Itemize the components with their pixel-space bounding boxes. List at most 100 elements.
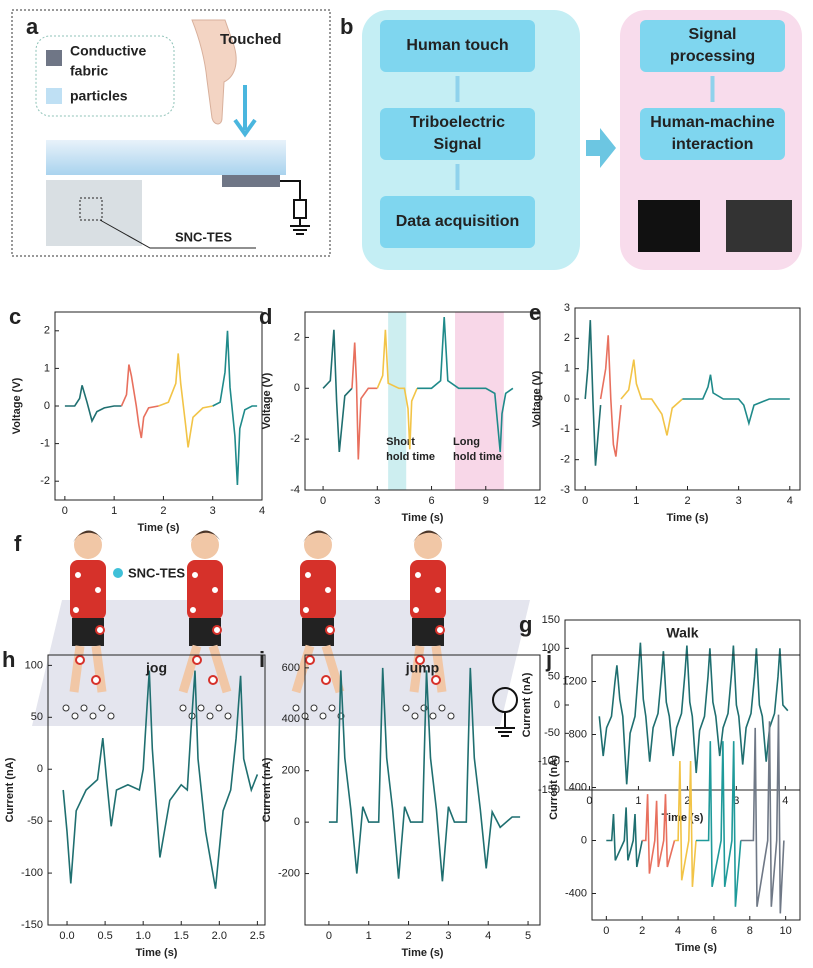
y-tick-label: 0 [294, 382, 300, 394]
process-text: Triboelectric [410, 114, 505, 131]
y-tick-label: 100 [542, 642, 560, 654]
signal-line [212, 330, 258, 486]
x-axis-label: Time (s) [136, 947, 178, 959]
charge [325, 625, 335, 635]
y-tick-label: -3 [560, 484, 570, 496]
fabric-swatch [46, 50, 62, 66]
charge [210, 585, 220, 595]
signal-line [158, 353, 213, 448]
legs [409, 645, 447, 693]
y-tick-label: -2 [40, 475, 50, 487]
charge [71, 605, 81, 615]
x-tick-label: 2 [160, 505, 166, 517]
process-box [380, 20, 535, 72]
panel-label: g [519, 612, 532, 637]
floor-charge [71, 712, 79, 720]
signal-line [376, 329, 418, 450]
x-tick-label: 0 [320, 495, 326, 507]
process-box [380, 196, 535, 248]
y-tick-label: -2 [560, 454, 570, 466]
x-tick-label: 0 [62, 505, 68, 517]
led-image-2 [726, 200, 792, 252]
y-tick-label: 1200 [563, 675, 587, 687]
x-tick-label: 2.0 [212, 930, 227, 942]
signal-line [62, 670, 259, 889]
x-tick-label: 4 [675, 925, 681, 937]
floor-charge [107, 712, 115, 720]
x-tick-label: 3 [736, 495, 742, 507]
floor-charge [319, 712, 327, 720]
charge [321, 675, 331, 685]
hair [73, 530, 103, 542]
panel-label: j [545, 647, 552, 672]
signal-line [120, 364, 159, 439]
signal-line [351, 342, 378, 460]
floor [32, 600, 530, 726]
charge [305, 655, 315, 665]
floor-charge [328, 704, 336, 712]
panel-label: b [340, 14, 353, 39]
flow-arrow [586, 128, 616, 168]
x-tick-label: 12 [534, 495, 546, 507]
led-image-1 [638, 200, 700, 252]
process-text: Human-machine [650, 114, 775, 131]
photo [46, 180, 142, 246]
y-axis-label: Current (nA) [261, 757, 273, 822]
y-axis-label: Current (nA) [521, 672, 533, 737]
plot-frame [304, 311, 541, 491]
x-tick-label: 3 [374, 495, 380, 507]
x-tick-label: 10 [780, 925, 792, 937]
y-tick-label: 800 [569, 728, 587, 740]
process-text: interaction [672, 136, 754, 153]
x-tick-label: 6 [428, 495, 434, 507]
charge [415, 655, 425, 665]
x-tick-label: 2 [405, 930, 411, 942]
x-tick-label: 4 [782, 795, 788, 807]
legs [178, 644, 232, 694]
y-tick-label: 2 [44, 325, 50, 337]
x-tick-label: 2 [684, 495, 690, 507]
signal-line [642, 794, 676, 874]
process-text: processing [670, 48, 755, 65]
head [414, 531, 442, 559]
annotation: Short [386, 436, 415, 448]
floor-charge [80, 704, 88, 712]
floor-charge [197, 704, 205, 712]
floor-charge [402, 704, 410, 712]
x-tick-label: 1 [111, 505, 117, 517]
x-tick-label: 1 [635, 795, 641, 807]
annotation: hold time [453, 451, 502, 463]
floor-charge [292, 704, 300, 712]
x-axis-label: Time (s) [662, 812, 704, 824]
x-tick-label: 5 [525, 930, 531, 942]
x-tick-label: 0.5 [97, 930, 112, 942]
charge [323, 585, 333, 595]
charge [413, 570, 423, 580]
legend-text: SNC-TES [128, 565, 185, 580]
y-axis-label: Voltage (V) [11, 377, 23, 434]
particle-swatch [46, 88, 62, 104]
charge [190, 570, 200, 580]
y-tick-label: 3 [564, 302, 570, 314]
x-tick-label: 3 [445, 930, 451, 942]
charge [303, 570, 313, 580]
y-tick-label: 100 [25, 659, 43, 671]
y-tick-label: 150 [542, 614, 560, 626]
charge [93, 585, 103, 595]
y-tick-label: -200 [278, 867, 300, 879]
y-tick-label: 50 [31, 711, 43, 723]
charge [433, 585, 443, 595]
signal-line [322, 329, 353, 452]
y-tick-label: -100 [538, 756, 560, 768]
floor-charge [310, 704, 318, 712]
signal-line [740, 714, 785, 914]
x-tick-label: 2 [684, 795, 690, 807]
process-box [640, 20, 785, 72]
x-tick-label: 4 [259, 505, 265, 517]
x-tick-label: 4 [787, 495, 793, 507]
hair [190, 530, 220, 542]
process-text: Data acquisition [396, 213, 520, 230]
device-label: SNC-TES [175, 229, 232, 244]
hand [191, 19, 237, 125]
ground-symbol [280, 180, 310, 235]
